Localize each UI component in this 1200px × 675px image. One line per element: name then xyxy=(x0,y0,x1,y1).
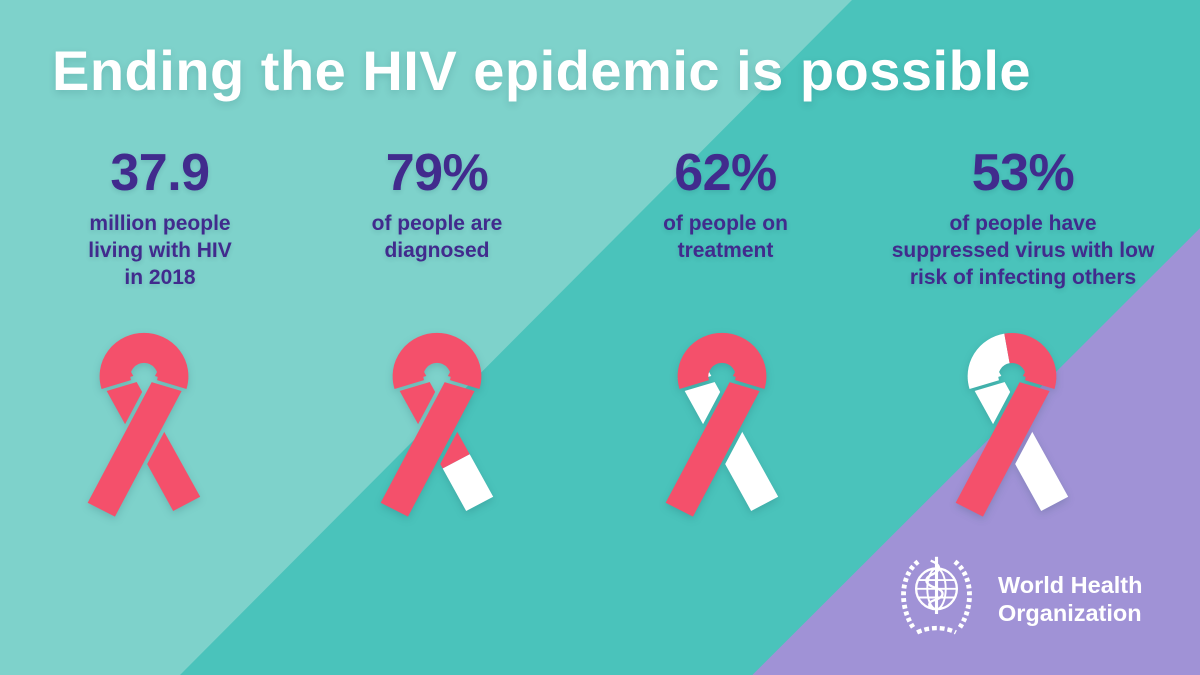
aids-ribbon-icon-2 xyxy=(367,328,507,528)
aids-ribbon-icon-3 xyxy=(652,328,792,528)
who-logo: World Health Organization xyxy=(888,550,1143,647)
stat-label: million people living with HIV in 2018 xyxy=(88,211,232,289)
stat-value: 37.9 xyxy=(110,144,210,202)
page-title: Ending the HIV epidemic is possible xyxy=(52,39,1032,102)
who-emblem-icon xyxy=(901,556,972,635)
stat-column-suppressed-virus: 53% of people have suppressed virus with… xyxy=(868,146,1178,291)
who-logo-line1: World Health xyxy=(998,571,1143,598)
stat-value: 79% xyxy=(385,144,489,202)
who-logo-text: World Health Organization xyxy=(998,571,1143,627)
stat-label: of people are diagnosed xyxy=(371,211,503,262)
stat-column-diagnosed: 79% of people are diagnosed xyxy=(312,146,562,264)
stat-value: 62% xyxy=(674,144,777,202)
stat-label: of people have suppressed virus with low… xyxy=(891,211,1155,289)
stat-value: 53% xyxy=(971,144,1075,202)
aids-ribbon-icon-4 xyxy=(942,328,1082,528)
aids-ribbon-icon-1 xyxy=(74,328,214,528)
who-logo-line2: Organization xyxy=(998,599,1142,626)
stat-label: of people on treatment xyxy=(663,211,788,262)
stat-column-living-with-hiv: 37.9 million people living with HIV in 2… xyxy=(30,146,290,291)
stat-column-on-treatment: 62% of people on treatment xyxy=(598,146,853,264)
